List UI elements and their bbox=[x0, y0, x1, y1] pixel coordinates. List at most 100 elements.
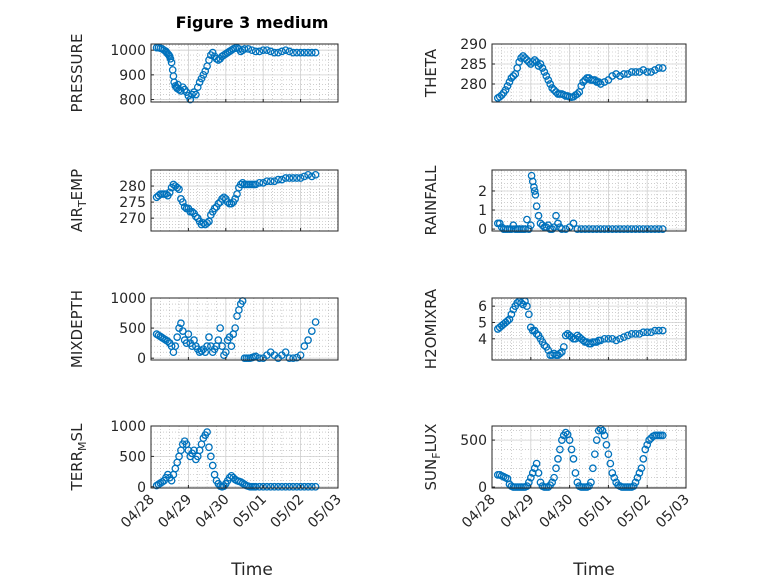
data-point bbox=[255, 178, 264, 187]
data-point bbox=[565, 436, 574, 444]
data-point bbox=[658, 326, 667, 335]
data-point bbox=[175, 185, 183, 194]
data-point bbox=[608, 334, 617, 343]
data-point bbox=[523, 215, 531, 224]
data-point bbox=[548, 478, 556, 487]
data-point bbox=[623, 331, 632, 340]
data-point bbox=[178, 327, 187, 335]
data-series bbox=[152, 297, 320, 363]
data-point bbox=[165, 188, 174, 197]
data-point bbox=[304, 170, 312, 179]
data-point bbox=[602, 440, 611, 449]
data-point bbox=[608, 72, 617, 80]
data-point bbox=[289, 482, 297, 491]
data-point bbox=[546, 80, 555, 88]
data-point bbox=[532, 459, 541, 468]
data-point bbox=[550, 86, 558, 94]
data-point bbox=[610, 473, 619, 482]
data-point bbox=[188, 207, 196, 216]
data-point bbox=[501, 86, 510, 94]
data-point bbox=[266, 177, 275, 186]
data-point bbox=[600, 78, 609, 86]
data-point bbox=[248, 46, 256, 55]
data-point bbox=[266, 482, 275, 491]
data-point bbox=[289, 174, 297, 182]
data-point bbox=[203, 219, 211, 227]
data-point bbox=[631, 225, 640, 233]
data-point bbox=[167, 58, 176, 67]
data-point bbox=[214, 199, 223, 208]
data-point bbox=[651, 326, 659, 335]
y-tick-label: 280 bbox=[119, 179, 146, 195]
y-axis-label-main: RAINFALL bbox=[422, 165, 440, 236]
data-point bbox=[536, 60, 545, 68]
data-point bbox=[521, 225, 529, 233]
data-point bbox=[525, 310, 533, 319]
data-point bbox=[643, 440, 652, 449]
data-point bbox=[651, 225, 659, 233]
data-point bbox=[592, 225, 601, 233]
y-tick-label: 800 bbox=[119, 93, 146, 109]
y-tick-label: 500 bbox=[119, 321, 146, 337]
data-point bbox=[577, 225, 586, 233]
y-tick-label: 4 bbox=[478, 332, 487, 348]
data-point bbox=[184, 330, 193, 338]
data-point bbox=[641, 445, 650, 454]
data-point bbox=[557, 436, 566, 444]
y-tick-label: 290 bbox=[460, 37, 487, 53]
data-point bbox=[517, 299, 525, 307]
data-point bbox=[525, 478, 533, 487]
data-point bbox=[627, 330, 636, 338]
data-point bbox=[509, 221, 518, 230]
data-point bbox=[531, 190, 540, 199]
data-point bbox=[534, 469, 543, 477]
subplot-5: 0 500 1000 MIXDEPTH bbox=[68, 290, 339, 368]
data-point bbox=[259, 178, 268, 187]
data-point bbox=[616, 72, 624, 80]
data-point bbox=[658, 431, 667, 440]
data-point bbox=[178, 198, 187, 206]
data-point bbox=[270, 482, 279, 491]
data-point bbox=[300, 48, 309, 57]
data-point bbox=[573, 225, 582, 233]
data-point bbox=[573, 90, 582, 98]
data-point bbox=[579, 336, 588, 345]
data-point bbox=[163, 337, 172, 346]
y-axis-label: H2OMIXRA bbox=[422, 288, 440, 369]
data-point bbox=[600, 225, 609, 233]
data-point bbox=[307, 327, 316, 335]
data-point bbox=[274, 482, 283, 491]
y-axis-label-main: TERR bbox=[68, 451, 86, 492]
data-point bbox=[643, 225, 652, 233]
data-point bbox=[523, 302, 531, 311]
data-point bbox=[544, 483, 553, 491]
data-point bbox=[251, 180, 260, 189]
data-point bbox=[281, 46, 290, 55]
data-point bbox=[210, 204, 219, 213]
y-tick-label: 0 bbox=[137, 351, 146, 367]
data-point bbox=[281, 482, 290, 491]
data-point bbox=[544, 76, 553, 84]
x-axis-label-right: Time bbox=[572, 560, 615, 580]
data-point bbox=[606, 459, 615, 468]
data-point bbox=[293, 482, 301, 491]
data-point bbox=[585, 482, 593, 490]
data-point bbox=[528, 58, 537, 66]
data-point bbox=[231, 195, 239, 203]
y-tick-label: 2 bbox=[478, 184, 487, 200]
data-point bbox=[515, 58, 524, 66]
data-point bbox=[589, 225, 597, 233]
data-point bbox=[536, 219, 545, 228]
data-point bbox=[557, 225, 566, 233]
y-axis-label-subscript: T bbox=[76, 200, 89, 208]
data-point bbox=[285, 174, 294, 182]
data-point bbox=[561, 225, 570, 233]
data-point bbox=[557, 347, 566, 356]
data-point bbox=[285, 47, 294, 56]
y-axis-label-main: PRESSURE bbox=[68, 34, 86, 113]
data-point bbox=[623, 70, 632, 78]
data-point bbox=[285, 354, 294, 363]
data-point bbox=[647, 68, 655, 76]
data-point bbox=[526, 473, 535, 482]
